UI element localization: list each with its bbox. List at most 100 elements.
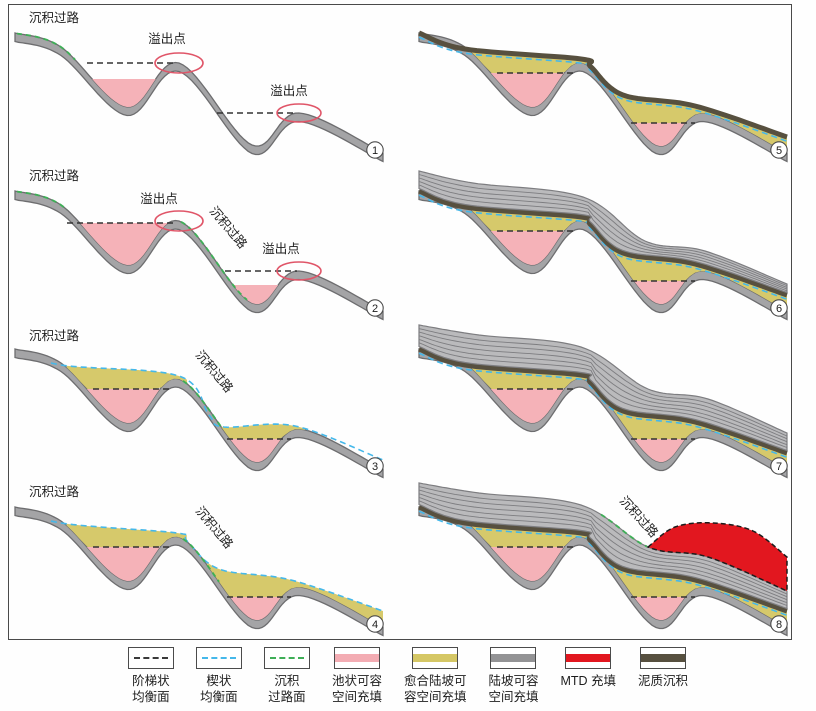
legend-label-slope-accommodation-fill: 陆坡可容 空间充填 xyxy=(488,674,539,705)
wedge-equilibrium-line xyxy=(50,362,384,461)
panel-2: 溢出点 溢出点 沉积过路 沉积过路 2 xyxy=(9,165,395,323)
ponded-fill xyxy=(634,123,686,146)
stack-layer-line xyxy=(418,489,788,598)
ponded-fill xyxy=(490,389,564,423)
wedge-equilibrium-line xyxy=(50,520,384,612)
spill-point-ellipse xyxy=(276,261,322,281)
ponded-fill xyxy=(230,597,282,620)
legend-swatch-ponded-accommodation-fill xyxy=(333,647,380,669)
panel-number-circle xyxy=(366,141,384,159)
legend-item-stepped-equilibrium-surface: 阶梯状 均衡面 xyxy=(127,647,174,706)
stack-layer-line xyxy=(418,496,788,604)
panel-number-circle xyxy=(770,141,788,159)
legend-swatch-muddy-sediment xyxy=(640,647,687,669)
ponded-accommodation-fill-band xyxy=(334,654,379,662)
panel-number-circle xyxy=(366,457,384,475)
ponded-fill xyxy=(79,223,169,265)
panel-3: 沉积过路 沉积过路 3 xyxy=(9,323,395,481)
legend-item-mtd-fill: MTD 充填 xyxy=(560,647,616,689)
sediment-bypass-label-rotated: 沉积过路 xyxy=(193,347,237,395)
panel-6: 6 xyxy=(413,165,799,323)
seafloor-substrate-band xyxy=(14,506,384,637)
healed-slope-fill xyxy=(470,523,591,547)
ponded-fill xyxy=(634,597,686,620)
muddy-drape xyxy=(418,188,788,298)
panel-number-circle xyxy=(770,457,788,475)
ponded-fill xyxy=(230,439,282,462)
stack-layer-line xyxy=(418,177,788,288)
ponded-fill xyxy=(490,73,564,107)
spill-point-ellipse xyxy=(154,52,204,74)
ponded-fill xyxy=(86,547,160,581)
panel-number-circle xyxy=(770,615,788,633)
spill-point-label: 溢出点 xyxy=(262,242,300,256)
panel-7-canvas: 7 xyxy=(418,324,788,479)
sediment-bypass-line xyxy=(180,221,248,301)
ponded-fill xyxy=(490,231,564,265)
legend-swatch-sediment-bypass-surface xyxy=(263,647,310,669)
wedge-equilibrium-surface-dash xyxy=(201,657,236,659)
ponded-fill xyxy=(233,285,279,304)
legend-label-sediment-bypass-surface: 沉积 过路面 xyxy=(268,674,306,705)
muddy-sediment-band xyxy=(641,654,686,662)
sediment-bypass-label: 沉积过路 xyxy=(29,328,80,343)
legend-label-ponded-accommodation-fill: 池状可容 空间充填 xyxy=(331,674,382,705)
healed-slope-fill xyxy=(611,404,787,469)
healed-slope-fill xyxy=(221,424,305,439)
stack-layer-line xyxy=(418,181,788,290)
ponded-fill xyxy=(92,79,156,107)
legend-label-wedge-equilibrium-surface: 楔状 均衡面 xyxy=(200,674,238,705)
ponded-fill xyxy=(490,547,564,581)
sediment-bypass-surface-dash xyxy=(269,657,304,659)
wedge-equilibrium-line xyxy=(418,194,788,300)
spill-point-label: 溢出点 xyxy=(140,192,178,206)
ponded-fill xyxy=(634,281,686,304)
spill-point-ellipse xyxy=(154,210,204,232)
panel-number: 8 xyxy=(776,619,782,631)
healed-slope-accommodation-fill-band xyxy=(413,654,458,662)
panel-number-circle xyxy=(770,299,788,317)
muddy-drape xyxy=(418,346,788,456)
healed-slope-fill xyxy=(611,88,787,153)
stack-layer-line xyxy=(418,184,788,292)
stack-layer-line xyxy=(418,486,788,595)
legend-swatch-mtd-fill xyxy=(565,647,612,669)
panel-number: 7 xyxy=(776,461,782,473)
healed-slope-fill xyxy=(470,207,591,231)
ponded-fill xyxy=(86,389,160,423)
sediment-bypass-label: 沉积过路 xyxy=(29,10,80,25)
sediment-bypass-line xyxy=(600,513,648,548)
sediment-bypass-label-rotated: 沉积过路 xyxy=(193,503,237,551)
legend-item-sediment-bypass-surface: 沉积 过路面 xyxy=(263,647,310,706)
spill-point-label: 溢出点 xyxy=(270,84,308,98)
legend-label-mtd-fill: MTD 充填 xyxy=(560,674,617,688)
healed-slope-fill xyxy=(470,49,591,73)
legend-swatch-slope-accommodation-fill xyxy=(490,647,537,669)
wedge-equilibrium-line xyxy=(418,36,788,142)
sediment-bypass-line xyxy=(182,538,220,583)
panel-number: 1 xyxy=(372,145,378,157)
legend-item-ponded-accommodation-fill: 池状可容 空间充填 xyxy=(332,647,382,706)
panel-number: 3 xyxy=(372,461,378,473)
stack-layer-line xyxy=(418,493,788,601)
sediment-bypass-label: 沉积过路 xyxy=(29,484,80,499)
wedge-equilibrium-line xyxy=(418,510,788,616)
stack-layer-line xyxy=(418,335,788,443)
panel-4: 沉积过路 沉积过路 4 xyxy=(9,481,395,639)
mtd-fill-band xyxy=(566,654,611,662)
panel-6-canvas: 6 xyxy=(418,170,788,321)
mtd-fill-lens xyxy=(646,522,788,593)
legend-swatch-stepped-equilibrium-surface xyxy=(127,647,174,669)
spill-point-label: 溢出点 xyxy=(148,32,186,46)
slope-accommodation-stack xyxy=(418,170,788,294)
muddy-drape xyxy=(418,30,788,140)
legend-swatch-wedge-equilibrium-surface xyxy=(195,647,242,669)
stack-layer-line xyxy=(418,338,788,446)
healed-slope-fill xyxy=(611,246,787,311)
panel-8: 沉积过路 8 xyxy=(413,481,799,639)
legend-label-muddy-sediment: 泥质沉积 xyxy=(638,674,689,688)
panel-1: 溢出点 溢出点 沉积过路 1 xyxy=(9,7,395,165)
